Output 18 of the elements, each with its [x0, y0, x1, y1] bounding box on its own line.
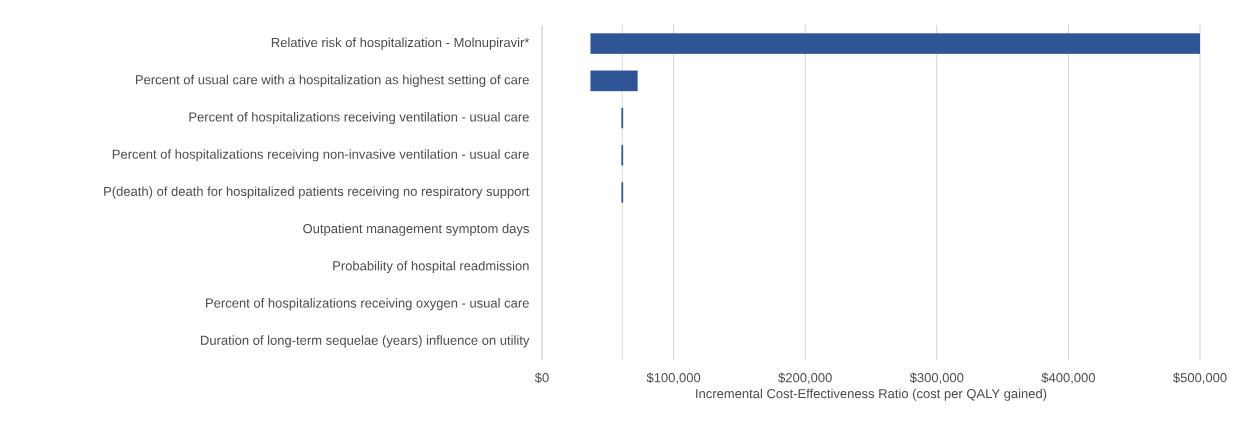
- y-tick-label: Percent of usual care with a hospitalization as highest setting of care: [135, 74, 529, 87]
- x-tick-label: $0: [534, 372, 549, 384]
- y-tick-label: Percent of hospitalizations receiving ventilation - usual care: [189, 112, 529, 125]
- y-tick-label: Percent of hospitalizations receiving non-invasive ventilation - usual care: [112, 149, 529, 162]
- x-tick-label: $100,000: [646, 372, 701, 384]
- x-tick-label: $300,000: [909, 372, 964, 384]
- y-tick-label: Percent of hospitalizations receiving oxygen - usual care: [206, 298, 529, 311]
- x-tick-label: $500,000: [1173, 372, 1227, 384]
- y-tick-label: Duration of long-term sequelae (years) influence on utility: [201, 335, 530, 348]
- bar: [590, 70, 638, 92]
- y-tick-label: P(death) of death for hospitalized patients receiving no respiratory support: [104, 186, 530, 199]
- x-tick-label: $400,000: [1041, 372, 1095, 384]
- y-tick-label: Relative risk of hospitalization - Molnupiravir*: [271, 37, 530, 50]
- y-tick-label: Probability of hospital readmission: [333, 260, 529, 274]
- x-axis-title: Incremental Cost-Effectiveness Ratio (cost per QALY gained): [696, 388, 1047, 401]
- bar: [590, 33, 1201, 54]
- x-tick-label: $200,000: [778, 372, 832, 384]
- y-tick-label: Outpatient management symptom days: [303, 223, 529, 236]
